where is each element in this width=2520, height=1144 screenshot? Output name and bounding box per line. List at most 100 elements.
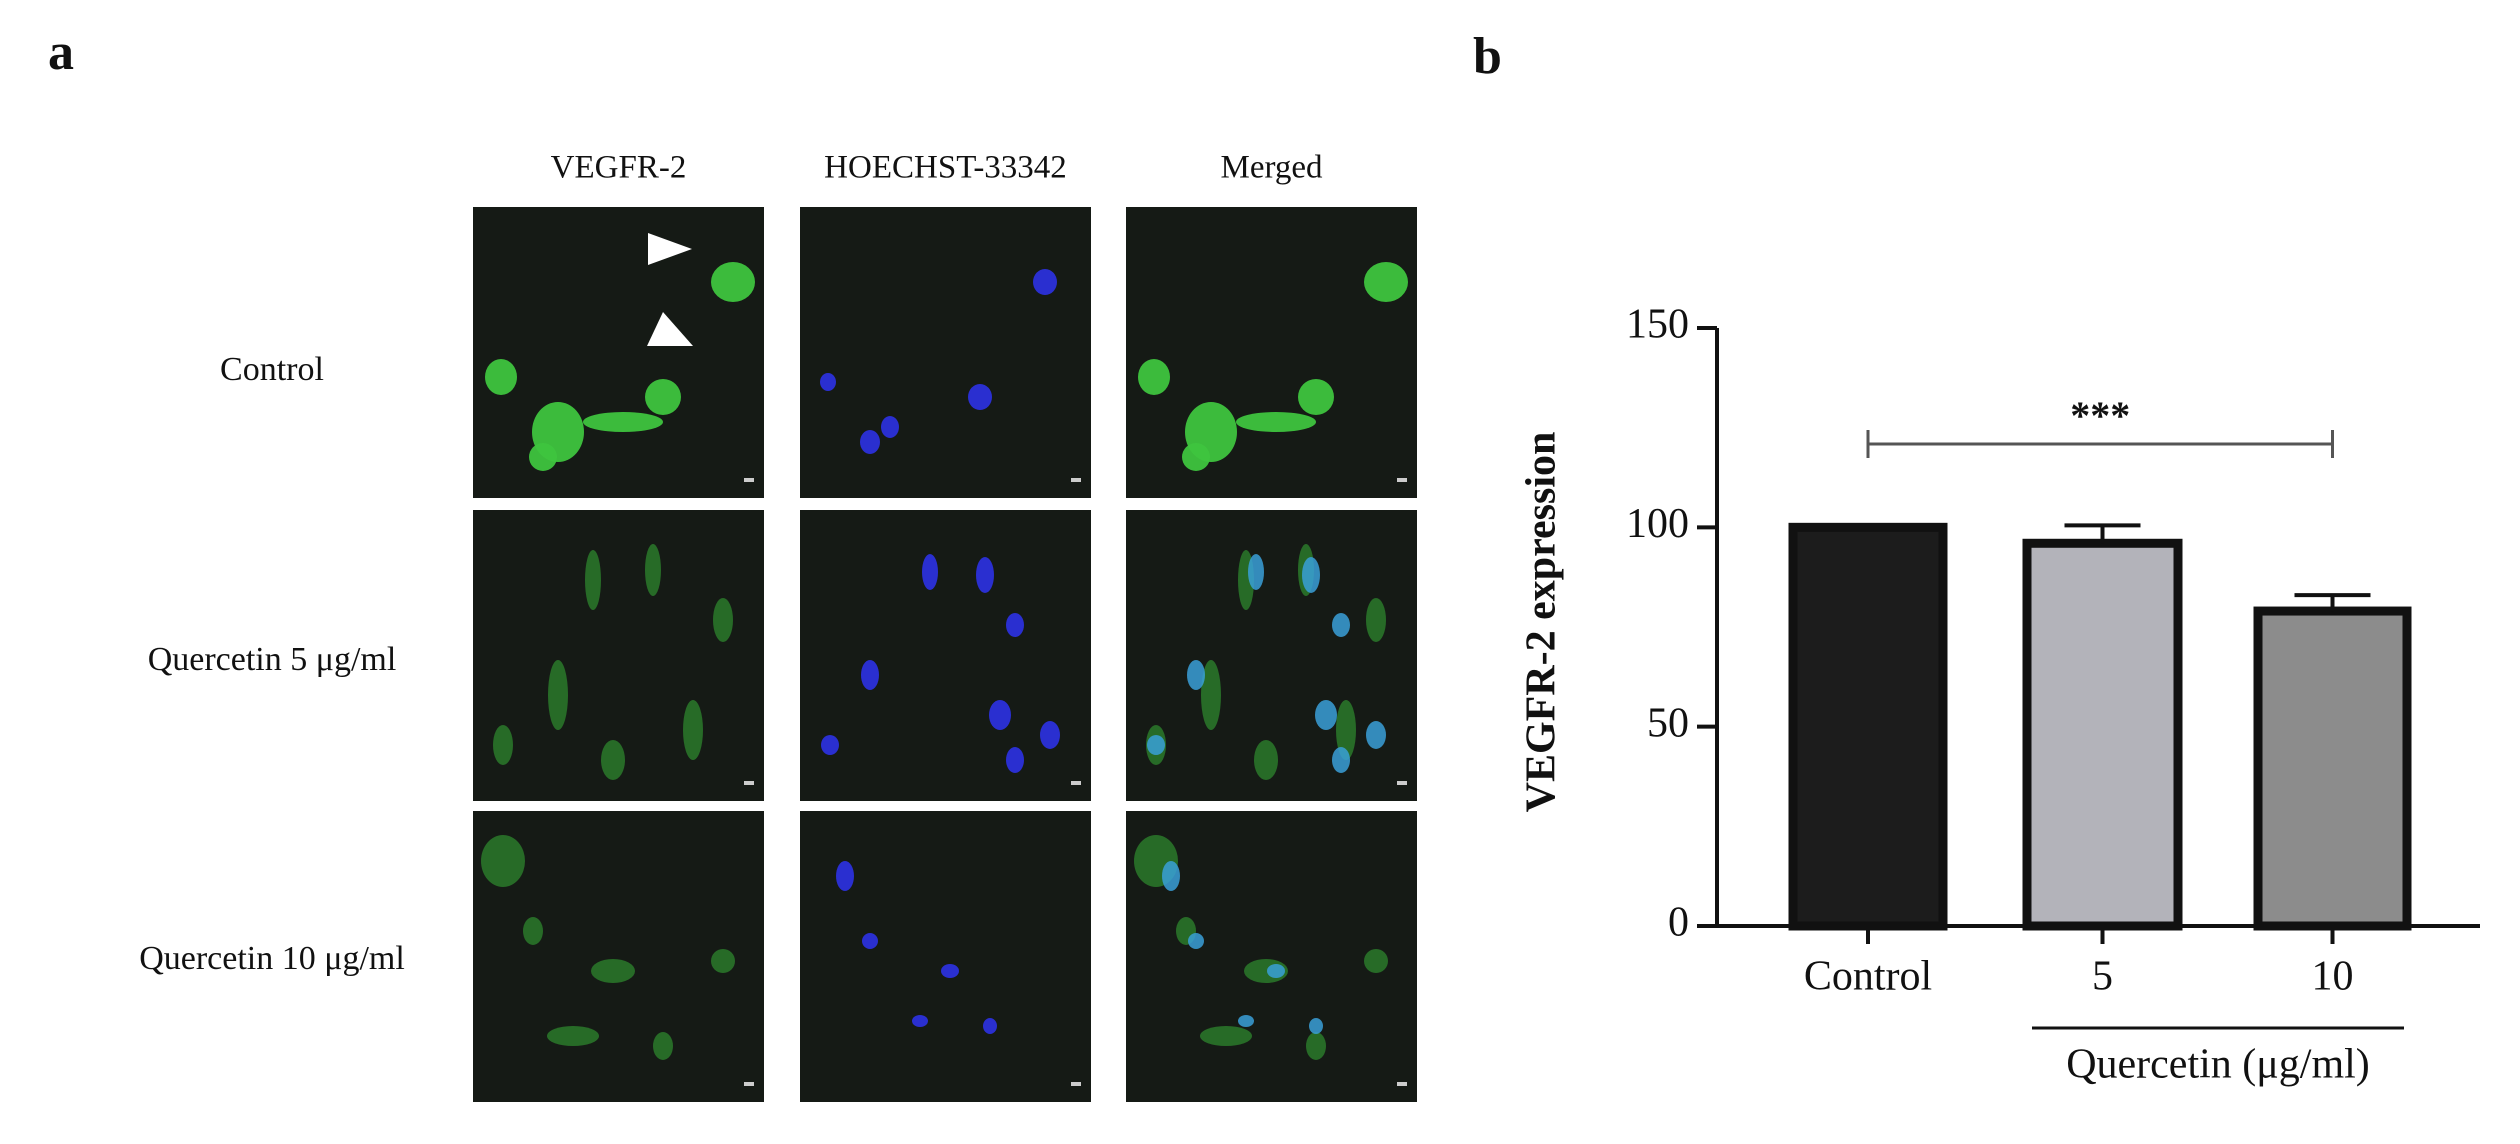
nucleus (836, 861, 854, 891)
row-label: Quercetin 5 μg/ml (148, 641, 397, 678)
nucleus (1238, 1015, 1254, 1027)
scale-bar (1397, 1082, 1407, 1086)
cell (1254, 740, 1278, 780)
significance-label: *** (2070, 393, 2130, 438)
row-label: Quercetin 10 μg/ml (139, 940, 405, 977)
nucleus (1315, 700, 1337, 730)
cell (485, 359, 517, 395)
scale-bar (1071, 781, 1081, 785)
micrograph (1126, 207, 1417, 498)
cell (547, 1026, 599, 1046)
cell (1138, 359, 1170, 395)
scale-bar (744, 781, 754, 785)
nucleus (1332, 613, 1350, 637)
cell (683, 700, 703, 760)
nucleus (1147, 735, 1165, 755)
nucleus (1188, 933, 1204, 949)
cell (585, 550, 601, 610)
cell (711, 949, 735, 973)
bar (2022, 538, 2183, 931)
y-tick-label: 0 (1668, 900, 1689, 946)
y-axis-label: VEGFR-2 expression (1519, 432, 1565, 813)
nucleus (976, 557, 994, 593)
nucleus (1248, 554, 1264, 590)
group-label: Quercetin (μg/ml) (2066, 1042, 2370, 1088)
column-header: Merged (1220, 150, 1323, 186)
cell (1306, 1032, 1326, 1060)
scale-bar (1071, 1082, 1081, 1086)
panel-letter: a (48, 24, 74, 81)
y-tick-label: 150 (1626, 302, 1689, 348)
nucleus (1332, 747, 1350, 773)
y-tick-label: 100 (1626, 501, 1689, 547)
micrograph (800, 510, 1091, 801)
cell (1236, 412, 1316, 432)
cell (583, 412, 663, 432)
nucleus (1187, 660, 1205, 690)
error-bar (2294, 593, 2371, 612)
nucleus (820, 373, 836, 391)
nucleus (968, 384, 992, 410)
nucleus (983, 1018, 997, 1034)
scale-bar (1071, 478, 1081, 482)
bar-chart: 0 50 100 150 VEGFR-2 expression Control 5 10 Que… (1519, 302, 2480, 1088)
nucleus (1267, 964, 1285, 978)
cell (1201, 660, 1221, 730)
nucleus (941, 964, 959, 978)
panel-letter: b (1473, 28, 1502, 85)
nucleus (821, 735, 839, 755)
cell (653, 1032, 673, 1060)
nucleus (1033, 269, 1057, 295)
cell (529, 443, 557, 471)
nucleus (1006, 747, 1024, 773)
micrograph-grid: VEGFR-2 HOECHST-33342 Merged Control Quercet… (139, 150, 1417, 1102)
cell (711, 262, 755, 302)
nucleus (862, 933, 878, 949)
cell (481, 835, 525, 887)
nucleus (912, 1015, 928, 1027)
nucleus (922, 554, 938, 590)
micrograph (800, 207, 1091, 498)
x-tick-label: 10 (2312, 954, 2354, 1000)
cell (493, 725, 513, 765)
nucleus (1309, 1018, 1323, 1034)
bar (1788, 522, 1948, 931)
arrowhead (648, 233, 692, 265)
nucleus (989, 700, 1011, 730)
cell (1364, 262, 1408, 302)
nucleus (1302, 557, 1320, 593)
cell (548, 660, 568, 730)
nucleus (1366, 721, 1386, 749)
cell (645, 379, 681, 415)
x-tick-label: Control (1804, 954, 1932, 1000)
cell (1364, 949, 1388, 973)
cell (1336, 700, 1356, 760)
nucleus (1162, 861, 1180, 891)
cell (1298, 379, 1334, 415)
cell (591, 959, 635, 983)
nucleus (1040, 721, 1060, 749)
scale-bar (1397, 781, 1407, 785)
bar (2253, 606, 2412, 931)
column-header: HOECHST-33342 (824, 150, 1067, 186)
nucleus (881, 416, 899, 438)
cell (645, 544, 661, 596)
cell (523, 917, 543, 945)
scale-bar (1397, 478, 1407, 482)
cell (1366, 598, 1386, 642)
scale-bar (744, 478, 754, 482)
scale-bar (744, 1082, 754, 1086)
cell (601, 740, 625, 780)
error-bar (2064, 523, 2141, 544)
nucleus (860, 430, 880, 454)
micrograph (800, 811, 1091, 1102)
nucleus (861, 660, 879, 690)
y-tick-label: 50 (1647, 700, 1689, 746)
arrowhead (647, 312, 693, 346)
x-tick-label: 5 (2092, 954, 2113, 1000)
nucleus (1006, 613, 1024, 637)
cell (1182, 443, 1210, 471)
micrograph (473, 207, 764, 498)
row-label: Control (220, 351, 324, 388)
